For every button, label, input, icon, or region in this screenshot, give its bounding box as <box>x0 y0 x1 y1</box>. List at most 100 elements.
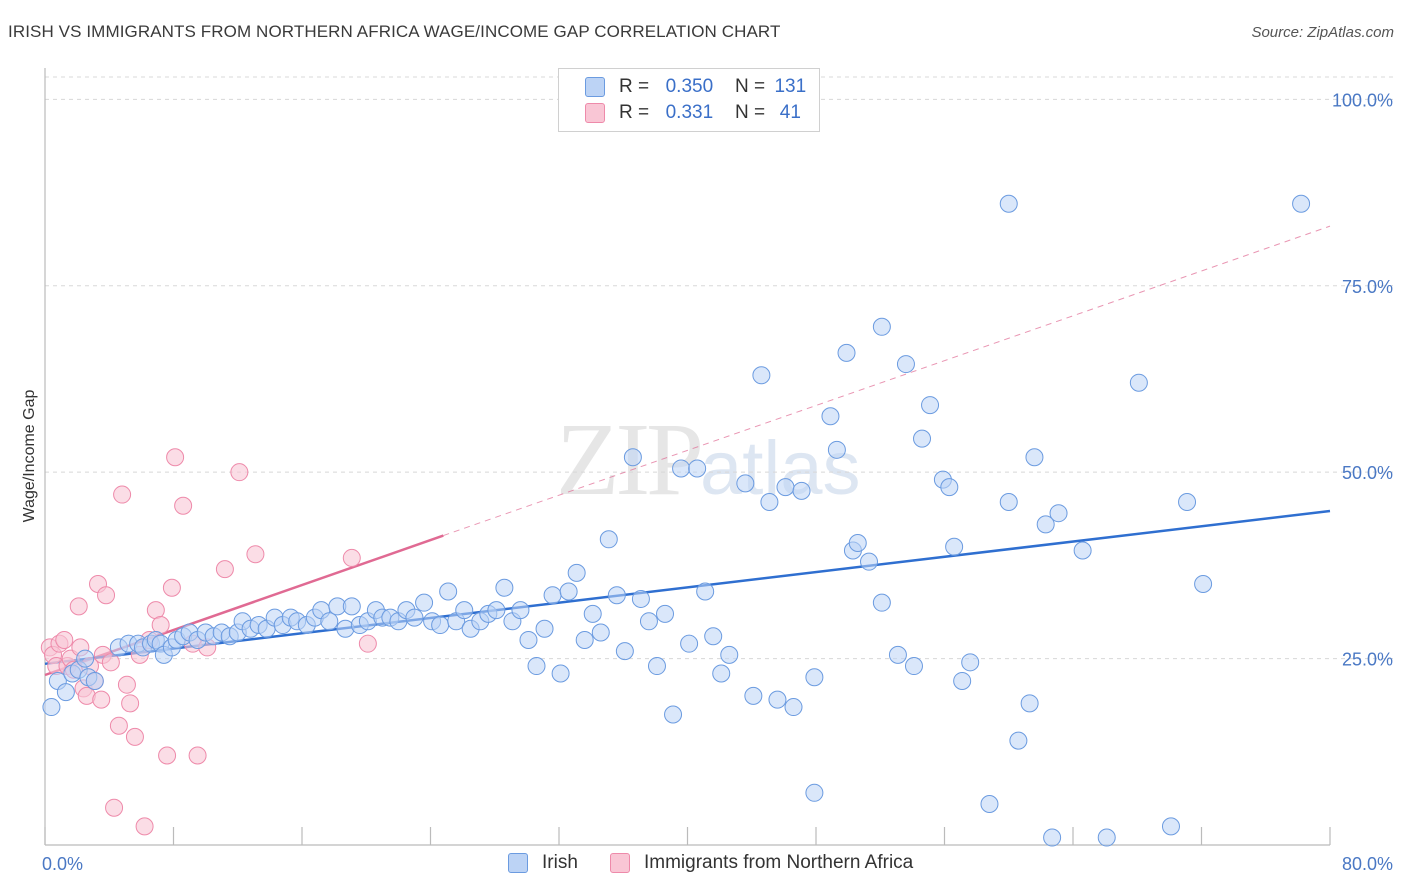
y-tick-label: 50.0% <box>1342 463 1393 483</box>
point-nafrica <box>117 675 136 694</box>
point-irish <box>551 664 570 683</box>
point-irish <box>1036 515 1055 534</box>
point-irish <box>415 593 434 612</box>
legend-r-value: 0.331 <box>665 102 714 123</box>
point-nafrica <box>166 448 185 467</box>
point-irish <box>511 601 530 620</box>
bottom-legend-label-irish: Irish <box>542 852 578 873</box>
point-irish <box>559 582 578 601</box>
point-irish <box>776 478 795 497</box>
point-irish <box>953 671 972 690</box>
point-nafrica <box>101 653 120 672</box>
point-irish <box>827 440 846 459</box>
y-tick-label: 75.0% <box>1342 277 1393 297</box>
point-irish <box>599 530 618 549</box>
bottom-legend-nafrica: Immigrants from Northern Africa <box>610 852 913 874</box>
point-nafrica <box>230 463 249 482</box>
trend-line-irish <box>44 509 1331 666</box>
legend-r-value: 0.350 <box>665 76 714 97</box>
point-irish <box>904 657 923 676</box>
x-tick-label: 0.0% <box>42 854 83 874</box>
point-nafrica <box>109 716 128 735</box>
trend-lines <box>44 225 1331 677</box>
point-irish <box>487 601 506 620</box>
point-irish <box>439 582 458 601</box>
point-irish <box>688 459 707 478</box>
point-nafrica <box>135 817 154 836</box>
point-irish <box>872 317 891 336</box>
point-nafrica <box>125 727 144 746</box>
point-irish <box>940 478 959 497</box>
watermark: ZIPatlas <box>556 400 861 519</box>
point-irish <box>631 589 650 608</box>
point-irish <box>1178 493 1197 512</box>
legend-swatch-nafrica <box>585 103 605 123</box>
point-irish <box>1049 504 1068 523</box>
point-irish <box>575 630 594 649</box>
point-irish <box>1161 817 1180 836</box>
point-irish <box>784 698 803 717</box>
point-irish <box>999 493 1018 512</box>
point-irish <box>768 690 787 709</box>
point-irish <box>805 668 824 687</box>
point-nafrica <box>188 746 207 765</box>
point-irish <box>913 429 932 448</box>
series-irish-points <box>42 194 1311 847</box>
point-irish <box>76 649 95 668</box>
point-nafrica <box>215 560 234 579</box>
point-irish <box>405 608 424 627</box>
y-tick-label: 100.0% <box>1332 90 1393 110</box>
tick-labels: 25.0% 50.0% 75.0% 100.0% 0.0% 80.0% <box>42 90 1393 874</box>
point-irish <box>712 664 731 683</box>
point-nafrica <box>146 601 165 620</box>
point-irish <box>543 586 562 605</box>
bottom-legend-irish: Irish <box>508 852 578 874</box>
point-irish <box>583 604 602 623</box>
point-irish <box>1129 373 1148 392</box>
legend-n-label: N = <box>734 102 766 123</box>
x-tick-label: 80.0% <box>1342 854 1393 874</box>
point-nafrica <box>342 548 361 567</box>
point-irish <box>639 612 658 631</box>
point-irish <box>1292 194 1311 213</box>
point-irish <box>805 783 824 802</box>
point-irish <box>591 623 610 642</box>
point-irish <box>455 601 474 620</box>
point-irish <box>85 671 104 690</box>
point-irish <box>1020 694 1039 713</box>
point-irish <box>1097 828 1116 847</box>
point-nafrica <box>174 496 193 515</box>
legend-n-label: N = <box>734 76 766 97</box>
point-irish <box>1043 828 1062 847</box>
point-nafrica <box>97 586 116 605</box>
legend-r-label: R = <box>619 102 650 123</box>
y-tick-label: 25.0% <box>1342 650 1393 670</box>
source-label: Source: ZipAtlas.com <box>1251 24 1394 41</box>
point-nafrica <box>113 485 132 504</box>
point-nafrica <box>92 690 111 709</box>
point-irish <box>1194 575 1213 594</box>
point-irish <box>567 563 586 582</box>
point-irish <box>760 493 779 512</box>
point-irish <box>527 657 546 676</box>
bottom-legend-swatch-irish <box>508 853 528 873</box>
point-irish <box>752 366 771 385</box>
y-axis-title: Wage/Income Gap <box>21 390 38 523</box>
trend-extension-nafrica <box>443 225 1331 537</box>
point-irish <box>896 355 915 374</box>
bottom-legend-swatch-nafrica <box>610 853 630 873</box>
point-irish <box>1009 731 1028 750</box>
bottom-legend-label-nafrica: Immigrants from Northern Africa <box>644 852 914 873</box>
point-irish <box>623 448 642 467</box>
legend-swatch-irish <box>585 77 605 97</box>
point-irish <box>431 616 450 635</box>
legend-n-value: 41 <box>779 102 801 123</box>
legend-row-irish: R = 0.350 N = 131 <box>585 75 810 99</box>
point-irish <box>56 683 75 702</box>
correlation-legend: R = 0.350 N = 131 R = 0.331 N = 41 <box>558 68 820 132</box>
point-nafrica <box>151 616 170 635</box>
point-irish <box>535 619 554 638</box>
point-irish <box>1025 448 1044 467</box>
point-nafrica <box>105 798 124 817</box>
